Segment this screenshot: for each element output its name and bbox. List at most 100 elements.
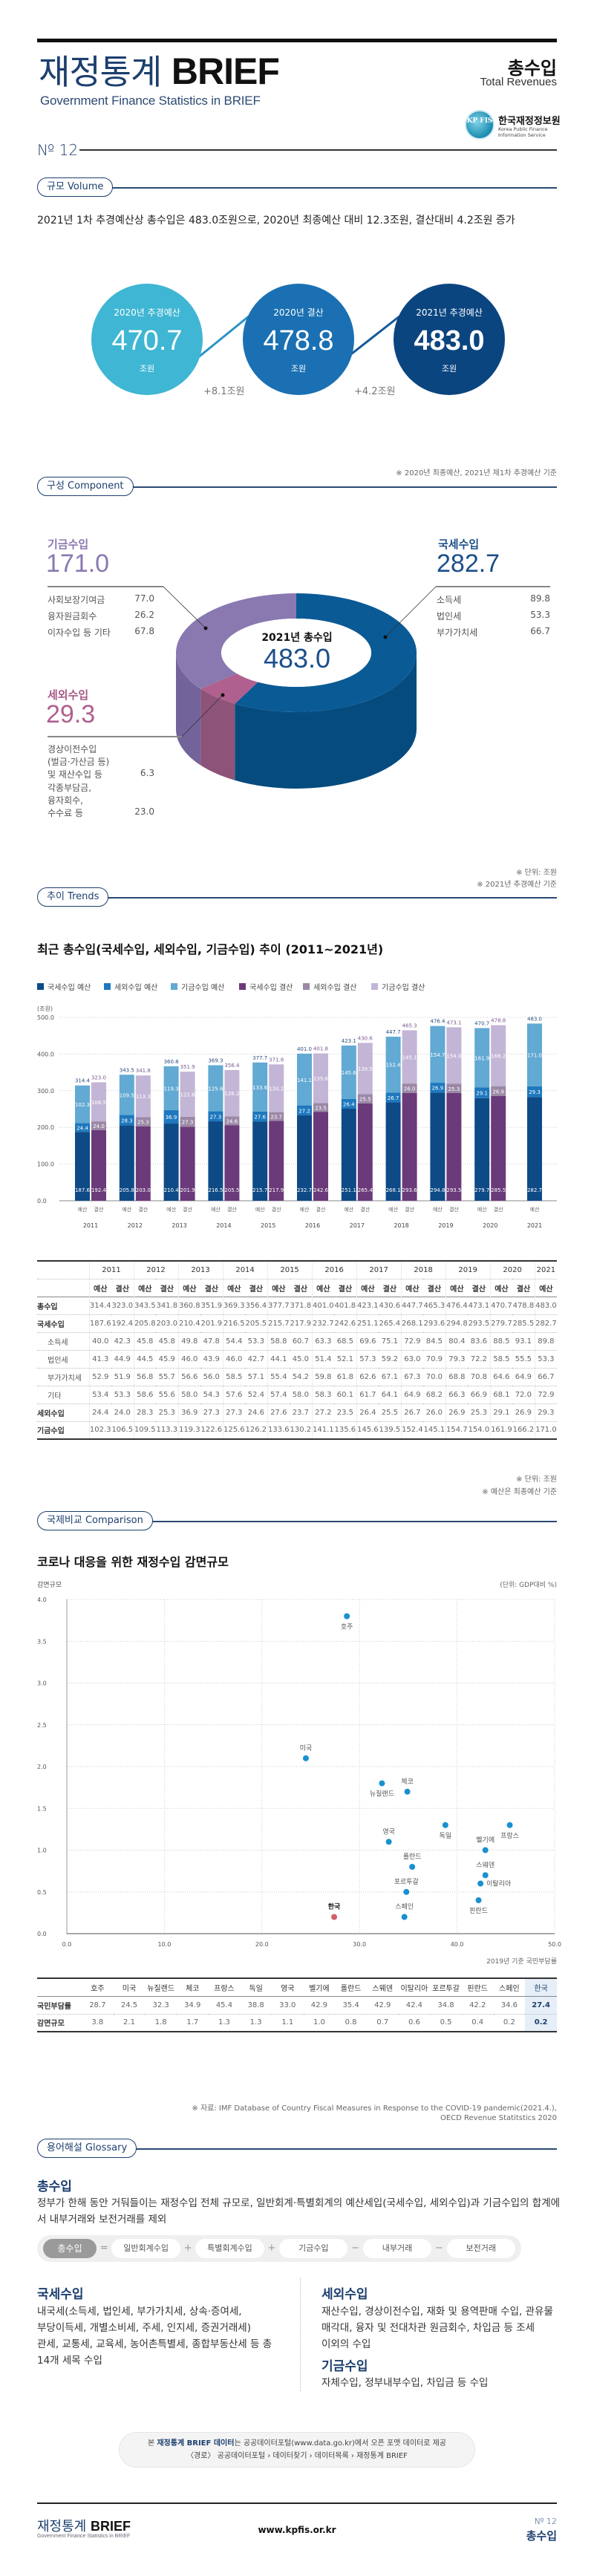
table-cell: 483.0 [534, 1297, 558, 1315]
formula-term: 일반회계수입 [111, 2239, 180, 2258]
x-sub-label: 예산 [211, 1206, 221, 1213]
country-header: 폴란드 [335, 1978, 367, 1997]
sub-header: 예산 [222, 1279, 246, 1297]
scatter-x-label: 2019년 기준 국민부담률 [486, 1958, 557, 1966]
table-cell: 41.3 [88, 1350, 111, 1369]
table-cell: 58.0 [290, 1386, 313, 1404]
segment-label: 145.6 [342, 1070, 357, 1076]
x-tick-label: 2021 [527, 1222, 542, 1229]
table-cell: 42.2 [461, 1996, 494, 2015]
table-cell: 27.6 [267, 1403, 290, 1422]
table-cell: 343.5 [133, 1297, 157, 1315]
table-cell: 68.1 [489, 1386, 513, 1404]
bar-segment [252, 1121, 268, 1201]
table-row: 기타 53.4 53.3 58.6 55.6 58.0 54.3 57.6 52.4 57.4 58… [37, 1386, 558, 1404]
bar-segment [446, 1093, 462, 1201]
legend-label: 세외수입 결산 [313, 984, 357, 992]
table-cell: 377.7 [267, 1297, 290, 1315]
table-cell: 56.0 [200, 1368, 223, 1386]
table-cell: 0.8 [335, 2014, 367, 2032]
formula-operator: + [183, 2243, 192, 2254]
sub-header: 예산 [177, 1279, 201, 1297]
fund-item-value: 67.8 [134, 626, 154, 636]
table-cell: 57.3 [356, 1350, 379, 1369]
scatter-point [482, 1872, 489, 1879]
table-cell: 58.5 [489, 1350, 513, 1369]
total-label: 323.0 [91, 1075, 106, 1080]
table-cell: 23.7 [290, 1403, 313, 1422]
table-cell: 1.8 [145, 2014, 177, 2032]
table-cell: 0.2 [493, 2014, 526, 2032]
segment-label: 154.7 [430, 1052, 445, 1058]
bar-segment [135, 1117, 151, 1126]
point-label: 이탈리아 [486, 1880, 512, 1888]
segment-label: 293.6 [402, 1187, 418, 1193]
row-label: 소득세 [37, 1332, 89, 1351]
table-cell: 79.3 [445, 1350, 469, 1369]
fund-item-name: 이자수입 등 기타 [48, 627, 111, 638]
section-comparison-label: 국제비교 Comparison [37, 1511, 153, 1530]
tax-item-value: 89.8 [530, 593, 550, 604]
table-cell: 135.6 [334, 1421, 357, 1440]
bar-segment [208, 1065, 223, 1112]
table-cell: 251.1 [356, 1314, 379, 1333]
header-blank [37, 1978, 82, 1997]
bar-segment [357, 1103, 373, 1201]
bar-segment [313, 1112, 328, 1201]
point-label: 폴란드 [403, 1852, 422, 1861]
bar-segment [180, 1072, 195, 1117]
total-label: 341.8 [136, 1068, 151, 1074]
non-tax-item-name: 각종부담금, [48, 783, 92, 793]
scatter-point [401, 1914, 408, 1920]
table-subheader-row: 예산 결산 예산 결산 예산 결산 예산 결산 예산 결산 예산 결산 예산 결산 예산 결산 예산 결산 예산 결산… [37, 1279, 558, 1297]
sub-header: 예산 [400, 1279, 424, 1297]
segment-label: 26.9 [492, 1089, 504, 1095]
scatter-unit-note: (단위: GDP대비 %) [500, 1582, 557, 1589]
table-cell: 293.6 [423, 1314, 446, 1333]
fund-top [176, 593, 296, 689]
fund-item-name: 융자원금회수 [48, 611, 97, 622]
legend-swatch [171, 983, 177, 990]
scatter-point [344, 1613, 350, 1620]
table-header-row: 2011 2012 2013 2014 2015 2016 2017 2018 2019 2020… [37, 1261, 558, 1279]
segment-label: 25.5 [359, 1097, 371, 1103]
national-tax-value: 282.7 [437, 550, 500, 578]
segment-label: 187.6 [75, 1187, 91, 1193]
legend-swatch [37, 983, 44, 990]
title-korean: 재정통계 [39, 52, 162, 92]
y-tick-label: 3.0 [37, 1680, 47, 1687]
bar-segment [252, 1062, 268, 1112]
table-row: 총수입 314.4 323.0 343.5 341.8 360.8 351.9 369.3 35… [37, 1297, 558, 1315]
segment-label: 203.0 [136, 1187, 151, 1193]
x-sub-label: 결산 [138, 1206, 148, 1213]
point-label: 체코 [401, 1778, 414, 1786]
scatter-point [385, 1839, 392, 1845]
table-cell: 57.4 [267, 1386, 290, 1404]
bar-segment [385, 1092, 401, 1103]
y-tick-label: 2.5 [37, 1722, 47, 1729]
year-header: 2018 [400, 1261, 446, 1279]
table-cell: 60.1 [334, 1386, 357, 1404]
table-cell: 139.5 [379, 1421, 402, 1440]
total-revenue-formula: 총수입 = 일반회계수입 + 특별회계수입 + 기금수입 − 내부거래 − 보전거래 [37, 2235, 521, 2262]
x-tick-label: 30.0 [353, 1941, 366, 1948]
table-cell: 55.4 [267, 1368, 290, 1386]
table-cell: 72.2 [468, 1350, 491, 1369]
table-cell: 58.5 [222, 1368, 246, 1386]
total-label: 447.7 [386, 1029, 401, 1035]
non-tax-item-value: 6.3 [140, 768, 154, 778]
total-label: 377.7 [252, 1055, 267, 1061]
table-cell: 64.9 [400, 1386, 424, 1404]
segment-label: 122.6 [180, 1092, 196, 1098]
bar-segment [430, 1025, 446, 1083]
country-header: 한국 [525, 1978, 557, 1997]
non-tax-item-name: 경상이전수입 [48, 744, 97, 754]
non-tax-item-name: (벌금·가산금 등) [48, 757, 110, 767]
table-cell: 51.9 [111, 1368, 134, 1386]
table-cell: 473.1 [468, 1297, 491, 1315]
bar-segment [269, 1064, 284, 1112]
row-label: 국민부담률 [37, 1996, 82, 2015]
footer-url-link[interactable]: www.kpfis.or.kr [258, 2525, 336, 2535]
table-cell: 42.7 [245, 1350, 268, 1369]
table-cell: 145.1 [423, 1421, 446, 1440]
